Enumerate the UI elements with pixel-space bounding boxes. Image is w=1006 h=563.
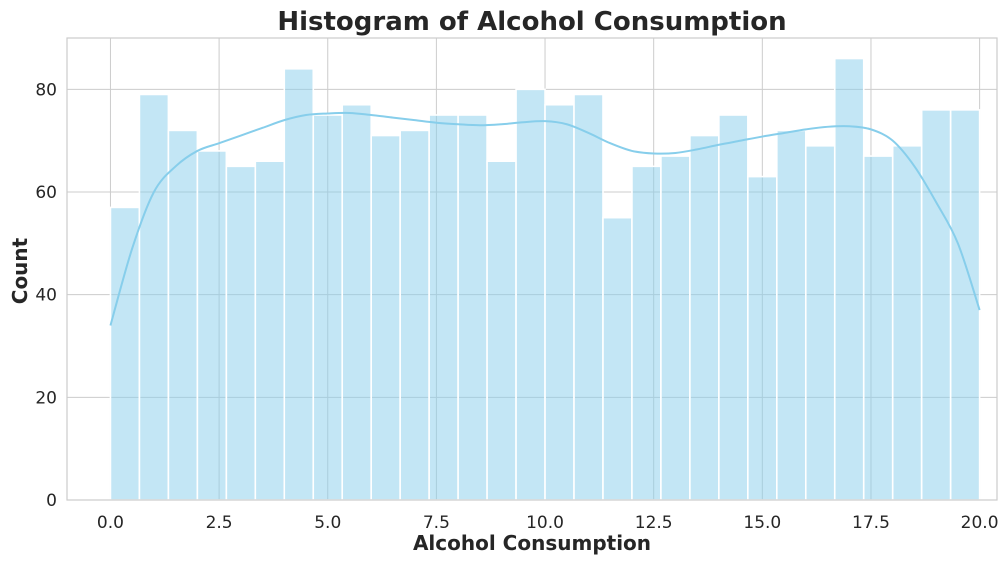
x-tick-label: 7.5 [423,513,450,533]
histogram-bar [573,93,604,501]
histogram-bar [660,155,691,501]
y-axis-label: Count [8,237,32,304]
kde-curve [109,111,981,326]
histogram-bar [225,165,257,501]
histogram-bar [920,109,952,501]
x-tick-label: 17.5 [852,513,890,533]
histogram-bar [718,114,749,501]
histogram-bar [399,129,430,501]
y-tick-labels: 0 20 40 60 80 [35,80,57,511]
y-tick-label: 0 [46,491,57,511]
x-tick-label: 20.0 [961,513,999,533]
histogram-bar [138,93,170,501]
x-tick-label: 12.5 [635,513,673,533]
histogram-bar [631,165,662,501]
y-tick-label: 40 [35,286,57,306]
histogram-bar [109,206,141,501]
histogram-bar [370,134,401,501]
x-axis-label: Alcohol Consumption [413,531,651,555]
histogram-bar [312,114,344,501]
histogram-bar [862,155,894,501]
histogram-bar [196,150,228,501]
histogram-bar [747,175,778,501]
histogram-bars [109,57,981,501]
histogram-bar [833,57,865,501]
y-tick-label: 80 [35,80,57,100]
x-tick-label: 5.0 [314,513,341,533]
histogram-bar [167,129,199,501]
y-tick-label: 60 [35,183,57,203]
histogram-bar [341,103,373,501]
chart-title: Histogram of Alcohol Consumption [277,7,786,37]
histogram-bar [457,114,488,501]
histogram-bar [254,160,286,501]
histogram-bar [776,129,807,501]
histogram-bar [949,109,981,501]
histogram-bar [428,114,459,501]
y-tick-label: 20 [35,388,57,408]
x-tick-labels: 0.0 2.5 5.0 7.5 10.0 12.5 15.0 17.5 20.0 [97,513,999,533]
x-tick-label: 0.0 [97,513,124,533]
histogram-bar [283,68,315,501]
histogram-bar [891,145,923,501]
x-tick-label: 10.0 [526,513,564,533]
histogram-bar [515,88,546,501]
histogram-bar [689,134,720,501]
histogram-bar [804,145,836,501]
histogram-bar [544,103,575,501]
histogram-bar [602,216,633,501]
kde-curve-layer [109,111,981,326]
x-tick-label: 15.0 [743,513,781,533]
histogram-bar [486,160,517,501]
plot-frame [66,37,998,501]
x-tick-label: 2.5 [206,513,233,533]
